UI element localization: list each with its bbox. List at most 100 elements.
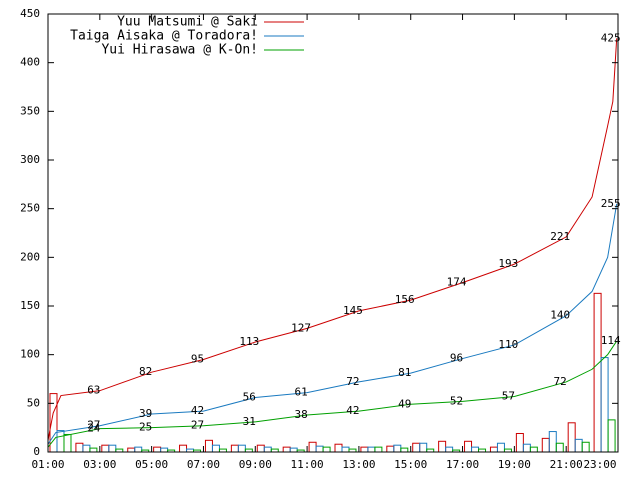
data-label: 39 — [139, 407, 152, 420]
bar — [230, 444, 239, 453]
bar — [89, 447, 98, 453]
bar — [574, 438, 583, 453]
bar — [489, 446, 498, 453]
line — [47, 340, 618, 448]
x-tick-label: 13:00 — [342, 458, 375, 471]
bar — [127, 447, 136, 453]
data-label: 255 — [601, 197, 621, 210]
y-tick-label: 450 — [20, 7, 40, 20]
data-label: 27 — [191, 419, 204, 432]
data-label: 25 — [139, 421, 152, 434]
y-tick-label: 300 — [20, 153, 40, 166]
x-tick-label: 15:00 — [394, 458, 427, 471]
data-label: 140 — [550, 309, 570, 322]
data-label: 42 — [191, 404, 204, 417]
data-label: 24 — [87, 422, 101, 435]
data-label: 156 — [395, 293, 415, 306]
legend-label: Taiga Aisaka @ Toradora! — [70, 29, 258, 44]
bar — [322, 446, 331, 453]
data-label: 113 — [239, 335, 259, 348]
bar — [393, 444, 402, 453]
data-label: 82 — [139, 365, 152, 378]
bar — [412, 442, 421, 453]
y-tick-label: 100 — [20, 348, 40, 361]
data-label: 127 — [291, 321, 311, 334]
bar — [204, 439, 213, 453]
bar — [548, 431, 557, 453]
bar — [82, 444, 91, 453]
bar — [75, 442, 84, 453]
bar — [400, 447, 409, 453]
x-tick-label: 05:00 — [135, 458, 168, 471]
bar — [438, 440, 447, 453]
data-label: 31 — [243, 415, 256, 428]
bar — [386, 445, 395, 453]
bar — [496, 442, 505, 453]
bar — [334, 443, 343, 453]
y-tick-label: 350 — [20, 104, 40, 117]
bar — [567, 422, 576, 453]
data-label: 72 — [554, 375, 567, 388]
x-tick-label: 11:00 — [291, 458, 324, 471]
data-label: 114 — [601, 334, 621, 347]
data-label: 52 — [450, 394, 463, 407]
data-label: 110 — [498, 338, 518, 351]
data-label: 174 — [447, 276, 467, 289]
y-tick-label: 400 — [20, 56, 40, 69]
legend-label: Yuu Matsumi @ Saki — [117, 15, 258, 30]
data-label: 193 — [498, 257, 518, 270]
bar — [593, 292, 602, 453]
bar — [522, 443, 531, 453]
bar — [263, 446, 272, 453]
y-tick-label: 250 — [20, 202, 40, 215]
data-label: 63 — [87, 384, 100, 397]
data-label: 38 — [294, 408, 307, 421]
data-label: 145 — [343, 304, 363, 317]
bar — [160, 447, 169, 453]
y-tick-label: 200 — [20, 250, 40, 263]
bar — [153, 446, 162, 453]
data-label: 96 — [450, 352, 463, 365]
data-label: 95 — [191, 353, 204, 366]
x-tick-label: 21:00 — [550, 458, 583, 471]
legend-label: Yui Hirasawa @ K-On! — [101, 43, 258, 58]
bar — [179, 444, 188, 453]
x-tick-label: 03:00 — [83, 458, 116, 471]
bar — [464, 440, 473, 453]
bar — [108, 444, 117, 453]
x-tick-label: 17:00 — [446, 458, 479, 471]
bar — [360, 446, 369, 453]
bar — [211, 444, 220, 453]
data-label: 61 — [294, 386, 307, 399]
x-tick-label: 23:00 — [583, 458, 616, 471]
bar — [315, 445, 324, 453]
line — [47, 38, 618, 441]
data-label: 42 — [346, 404, 359, 417]
bar — [581, 441, 590, 453]
x-tick-label: 01:00 — [31, 458, 64, 471]
bar — [63, 433, 72, 453]
bar — [529, 446, 538, 453]
bar — [237, 444, 246, 453]
bar — [101, 444, 110, 453]
data-label: 81 — [398, 366, 411, 379]
bar — [515, 433, 524, 453]
x-tick-label: 09:00 — [239, 458, 272, 471]
bar — [282, 446, 291, 453]
y-tick-label: 50 — [27, 396, 40, 409]
bar — [445, 446, 454, 453]
bar — [341, 446, 350, 453]
plot-border — [47, 13, 619, 453]
data-label: 49 — [398, 397, 411, 410]
bar — [419, 442, 428, 453]
data-label: 425 — [601, 31, 621, 44]
bar — [134, 446, 143, 453]
x-tick-label: 07:00 — [187, 458, 220, 471]
data-label: 57 — [502, 390, 515, 403]
bar — [555, 442, 564, 453]
data-label: 72 — [346, 375, 359, 388]
bar — [256, 444, 265, 453]
bar — [471, 446, 480, 453]
